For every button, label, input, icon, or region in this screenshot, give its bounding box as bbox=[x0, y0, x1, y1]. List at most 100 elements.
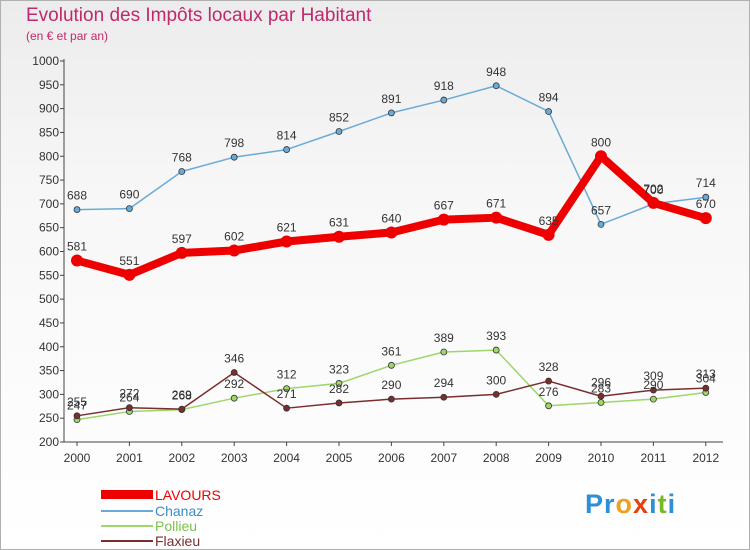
data-point-lavours bbox=[490, 211, 503, 224]
data-point-chanaz bbox=[125, 205, 133, 213]
data-label-chanaz: 814 bbox=[277, 129, 297, 143]
logo-letter: t bbox=[657, 489, 668, 519]
x-tick-label: 2004 bbox=[273, 451, 300, 465]
data-point-lavours bbox=[175, 246, 188, 259]
data-point-flaxieu bbox=[73, 412, 81, 420]
x-tick-label: 2002 bbox=[168, 451, 195, 465]
data-point-lavours bbox=[542, 228, 555, 241]
data-label-chanaz: 657 bbox=[591, 203, 611, 217]
data-label-flaxieu: 313 bbox=[696, 367, 716, 381]
data-label-flaxieu: 309 bbox=[643, 369, 663, 383]
data-label-pollieu: 247 bbox=[67, 399, 87, 413]
data-label-chanaz: 690 bbox=[119, 188, 139, 202]
data-point-flaxieu bbox=[335, 399, 343, 407]
data-label-chanaz: 918 bbox=[434, 79, 454, 93]
y-tick-label: 300 bbox=[39, 387, 59, 401]
data-point-lavours bbox=[333, 230, 345, 243]
data-point-flaxieu bbox=[597, 392, 605, 400]
y-tick-label: 600 bbox=[39, 245, 59, 259]
y-tick-label: 500 bbox=[39, 292, 59, 306]
data-label-flaxieu: 272 bbox=[119, 387, 139, 401]
proxiti-logo: Proxiti bbox=[585, 489, 676, 520]
y-tick-label: 450 bbox=[39, 316, 59, 330]
data-label-chanaz: 798 bbox=[224, 136, 244, 150]
data-point-pollieu bbox=[387, 361, 395, 369]
data-label-pollieu: 292 bbox=[224, 377, 244, 391]
data-label-lavours: 702 bbox=[643, 182, 663, 196]
data-point-pollieu bbox=[545, 402, 552, 410]
y-tick-label: 400 bbox=[39, 340, 59, 354]
logo-letter: i bbox=[649, 489, 658, 519]
logo-letter: x bbox=[633, 489, 650, 519]
data-label-pollieu: 264 bbox=[119, 391, 139, 405]
data-label-chanaz: 948 bbox=[486, 65, 506, 79]
chart-title: Evolution des Impôts locaux par Habitant bbox=[26, 5, 372, 26]
legend-swatch-flaxieu bbox=[101, 540, 153, 542]
data-point-lavours bbox=[123, 268, 136, 281]
y-tick-label: 800 bbox=[39, 149, 59, 163]
y-tick-label: 750 bbox=[39, 173, 59, 187]
legend-label-pollieu: Pollieu bbox=[155, 518, 198, 534]
y-tick-label: 650 bbox=[39, 221, 59, 235]
data-point-chanaz bbox=[387, 109, 395, 117]
data-label-flaxieu: 282 bbox=[329, 382, 349, 396]
data-label-chanaz: 852 bbox=[329, 110, 349, 124]
data-label-chanaz: 688 bbox=[67, 189, 87, 203]
data-label-pollieu: 290 bbox=[643, 378, 663, 392]
data-point-lavours bbox=[437, 213, 450, 226]
data-point-lavours bbox=[647, 196, 660, 209]
data-point-flaxieu bbox=[440, 393, 448, 401]
logo-letter: P bbox=[585, 489, 605, 519]
x-tick-label: 2006 bbox=[378, 451, 405, 465]
legend-label-chanaz: Chanaz bbox=[155, 503, 204, 519]
data-label-pollieu: 393 bbox=[486, 329, 506, 343]
data-point-chanaz bbox=[230, 153, 238, 161]
logo-letter: r bbox=[604, 489, 616, 519]
data-point-chanaz bbox=[702, 193, 710, 201]
data-label-pollieu: 276 bbox=[539, 385, 559, 399]
x-tick-label: 2001 bbox=[116, 451, 143, 465]
y-tick-label: 350 bbox=[39, 364, 59, 378]
y-tick-label: 200 bbox=[39, 435, 59, 449]
logo-letter: i bbox=[667, 489, 677, 519]
data-point-pollieu bbox=[597, 399, 605, 406]
data-label-lavours: 670 bbox=[696, 197, 716, 211]
data-point-chanaz bbox=[545, 108, 552, 115]
logo-letter: o bbox=[615, 489, 634, 519]
data-point-lavours bbox=[71, 254, 83, 267]
data-point-pollieu bbox=[230, 394, 238, 402]
data-label-flaxieu: 346 bbox=[224, 351, 244, 365]
data-label-pollieu: 268 bbox=[172, 389, 192, 403]
data-point-pollieu bbox=[440, 348, 448, 356]
data-point-flaxieu bbox=[492, 390, 500, 398]
data-label-lavours: 581 bbox=[67, 240, 87, 254]
data-label-lavours: 621 bbox=[277, 220, 297, 234]
data-point-chanaz bbox=[178, 168, 186, 175]
data-point-chanaz bbox=[492, 82, 500, 90]
x-tick-label: 2012 bbox=[692, 451, 719, 465]
data-label-flaxieu: 300 bbox=[486, 373, 506, 387]
data-point-lavours bbox=[699, 212, 712, 225]
data-point-flaxieu bbox=[230, 369, 238, 376]
data-label-lavours: 800 bbox=[591, 135, 611, 149]
data-point-lavours bbox=[385, 226, 398, 239]
data-point-flaxieu bbox=[650, 386, 657, 394]
chart-subtitle: (en € et par an) bbox=[26, 29, 109, 43]
data-label-lavours: 597 bbox=[172, 232, 192, 246]
data-label-lavours: 631 bbox=[329, 216, 349, 230]
y-tick-label: 1000 bbox=[32, 54, 59, 68]
legend-swatch-lavours bbox=[101, 490, 153, 499]
data-label-pollieu: 312 bbox=[277, 368, 297, 382]
data-label-pollieu: 389 bbox=[434, 331, 454, 345]
data-point-pollieu bbox=[492, 346, 500, 354]
data-point-flaxieu bbox=[283, 404, 291, 412]
data-label-lavours: 667 bbox=[434, 199, 454, 213]
data-point-lavours bbox=[595, 150, 607, 163]
data-label-lavours: 671 bbox=[486, 197, 506, 211]
data-point-flaxieu bbox=[702, 384, 710, 392]
y-tick-label: 550 bbox=[39, 268, 59, 282]
legend-label-lavours: LAVOURS bbox=[155, 487, 221, 503]
y-tick-label: 250 bbox=[39, 411, 59, 425]
